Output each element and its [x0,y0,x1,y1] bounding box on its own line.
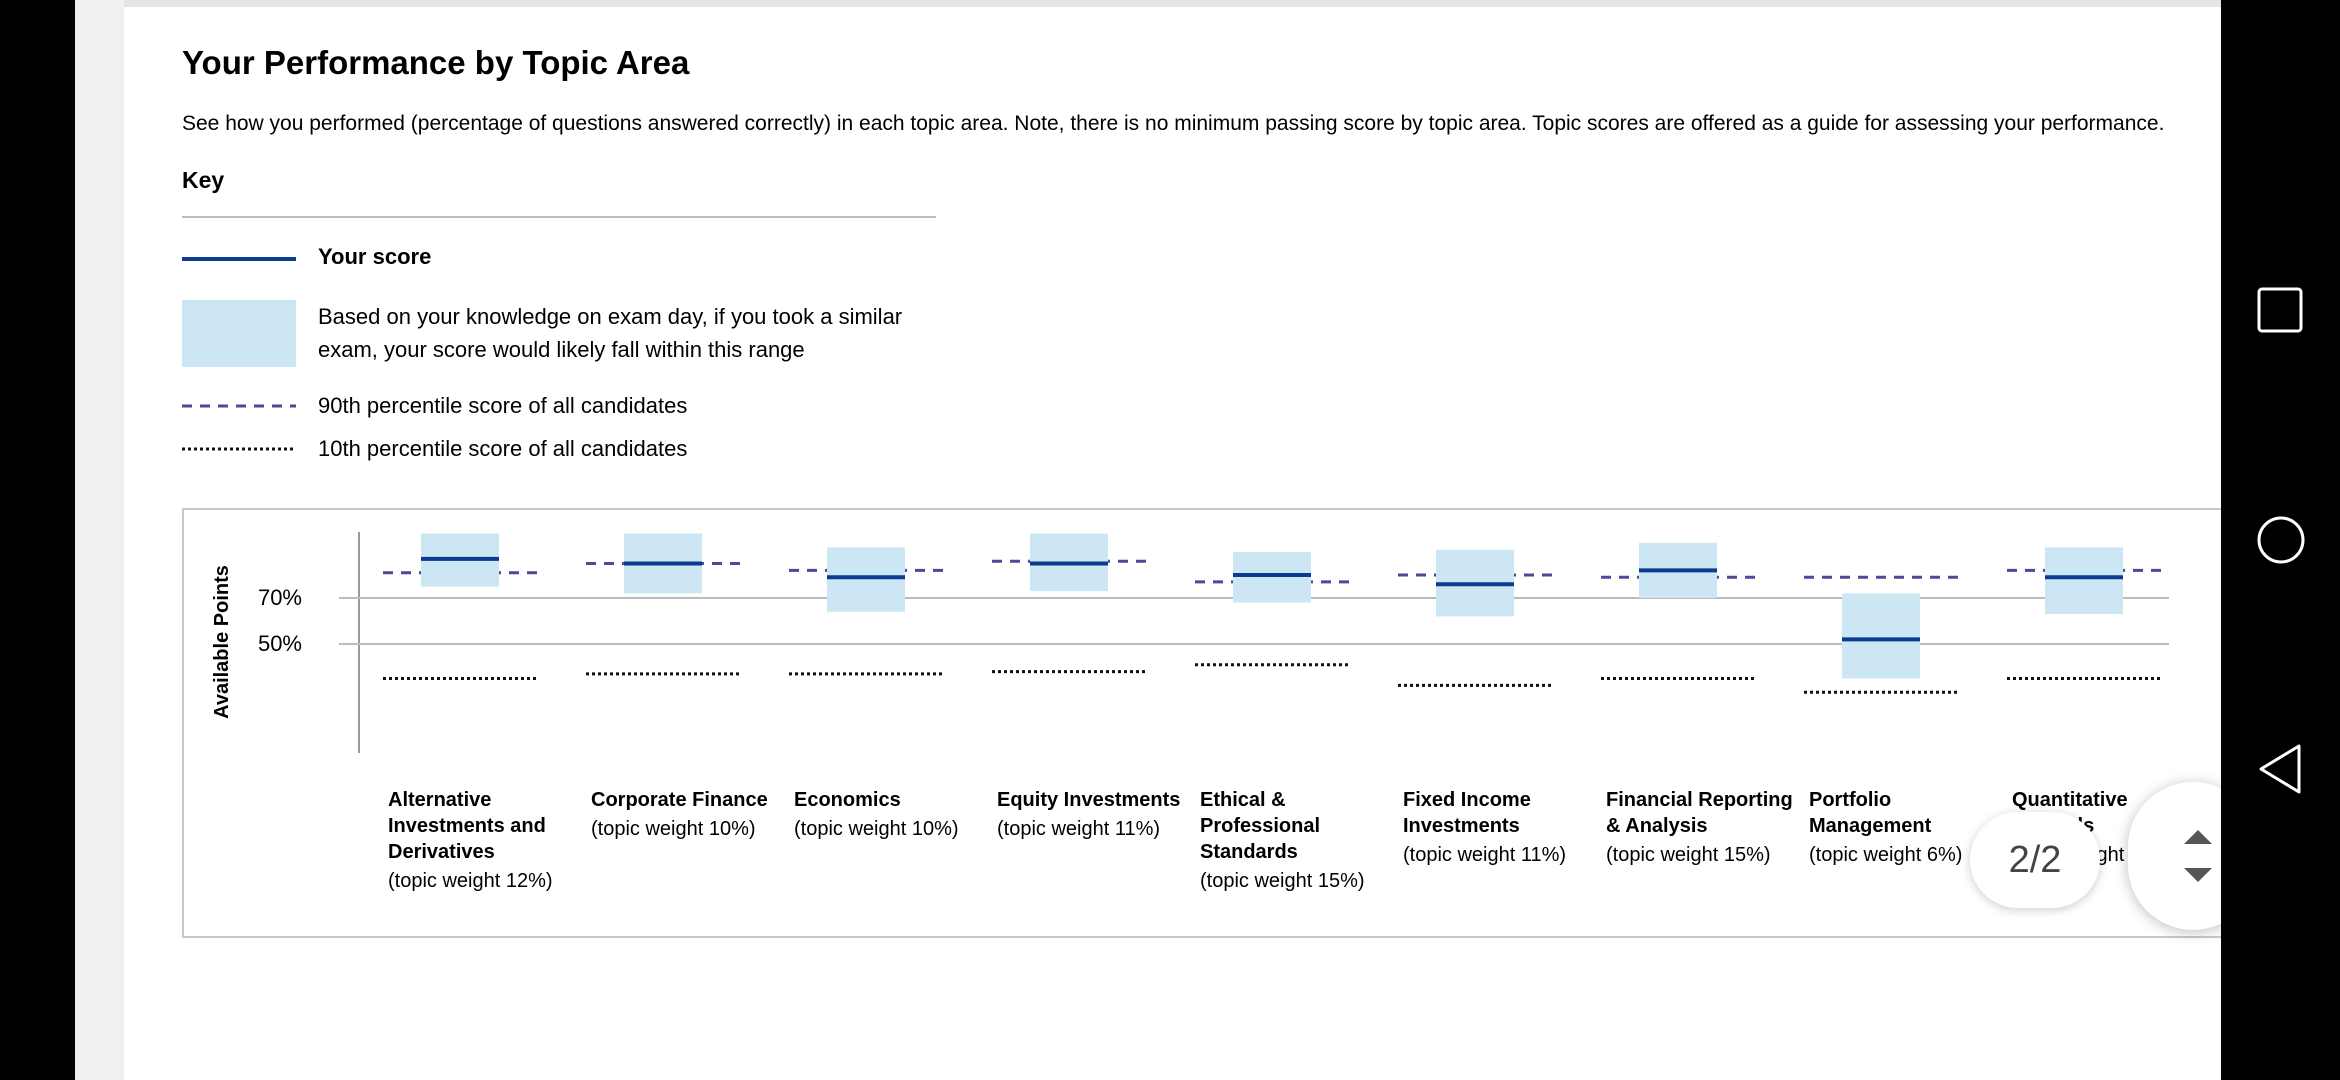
square-icon[interactable] [2255,285,2307,337]
topic-label: Corporate Finance (topic weight 10%) [591,787,791,842]
topic-label: Ethical & Professional Standards (topic w… [1200,787,1400,894]
score-range-box [2045,547,2123,614]
marks-layer [383,534,2161,693]
score-range-box [827,547,905,611]
score-line-swatch [182,240,298,273]
range-swatch [182,300,296,367]
topic-label: Economics (topic weight 10%) [794,787,994,842]
topic-label: Fixed Income Investments (topic weight 11… [1403,787,1603,868]
topic-name: Ethical & Professional Standards [1200,787,1400,865]
p90-dash-swatch [182,389,298,422]
topic-name: Corporate Finance [591,787,791,813]
y-tick-label: 50% [258,631,302,656]
key-your-score-label: Your score [318,240,431,273]
key-p10: 10th percentile score of all candidates [182,432,298,465]
topic-name: Fixed Income Investments [1403,787,1603,839]
topic-weight: (topic weight 15%) [1606,842,1806,868]
key-your-score: Your score [182,240,298,273]
key-range-line1: Based on your knowledge on exam day, if … [318,300,902,333]
system-nav-bar [2221,0,2340,1080]
score-range-box [1842,593,1920,678]
chart-panel: Available Points 70% 50% Alternative Inve… [182,508,2221,938]
triangle-back-icon[interactable] [2255,742,2307,798]
topic-weight: (topic weight 10%) [794,816,994,842]
side-gutter [75,0,124,1080]
key-p90-label: 90th percentile score of all candidates [318,389,687,422]
score-range-box [1233,552,1311,603]
topic-weight: (topic weight 10%) [591,816,791,842]
topic-weight: (topic weight 12%) [388,868,588,894]
page-title: Your Performance by Topic Area [182,44,689,82]
topic-label: Financial Reporting & Analysis (topic wei… [1606,787,1806,868]
topic-label: Equity Investments (topic weight 11%) [997,787,1197,842]
page-indicator: 2/2 [1970,812,2100,908]
p10-dot-swatch [182,432,298,465]
report-page: Your Performance by Topic Area See how y… [124,0,2221,1080]
topic-label: Alternative Investments and Derivatives (… [388,787,588,894]
key-heading: Key [182,167,224,194]
key-divider [182,216,936,218]
topic-weight: (topic weight 15%) [1200,868,1400,894]
topic-name: Financial Reporting & Analysis [1606,787,1806,839]
topic-name: Alternative Investments and Derivatives [388,787,588,865]
y-tick-label: 70% [258,585,302,610]
topic-weight: (topic weight 11%) [1403,842,1603,868]
topic-name: Economics [794,787,994,813]
topic-weight: (topic weight 11%) [997,816,1197,842]
intro-text: See how you performed (percentage of que… [182,112,2164,136]
key-p90: 90th percentile score of all candidates [182,389,298,422]
circle-icon[interactable] [2255,514,2309,568]
top-edge [124,0,2221,7]
key-range-line2: exam, your score would likely fall withi… [318,333,805,366]
key-p10-label: 10th percentile score of all candidates [318,432,687,465]
y-axis-label: Available Points [211,565,233,719]
topic-name: Equity Investments [997,787,1197,813]
